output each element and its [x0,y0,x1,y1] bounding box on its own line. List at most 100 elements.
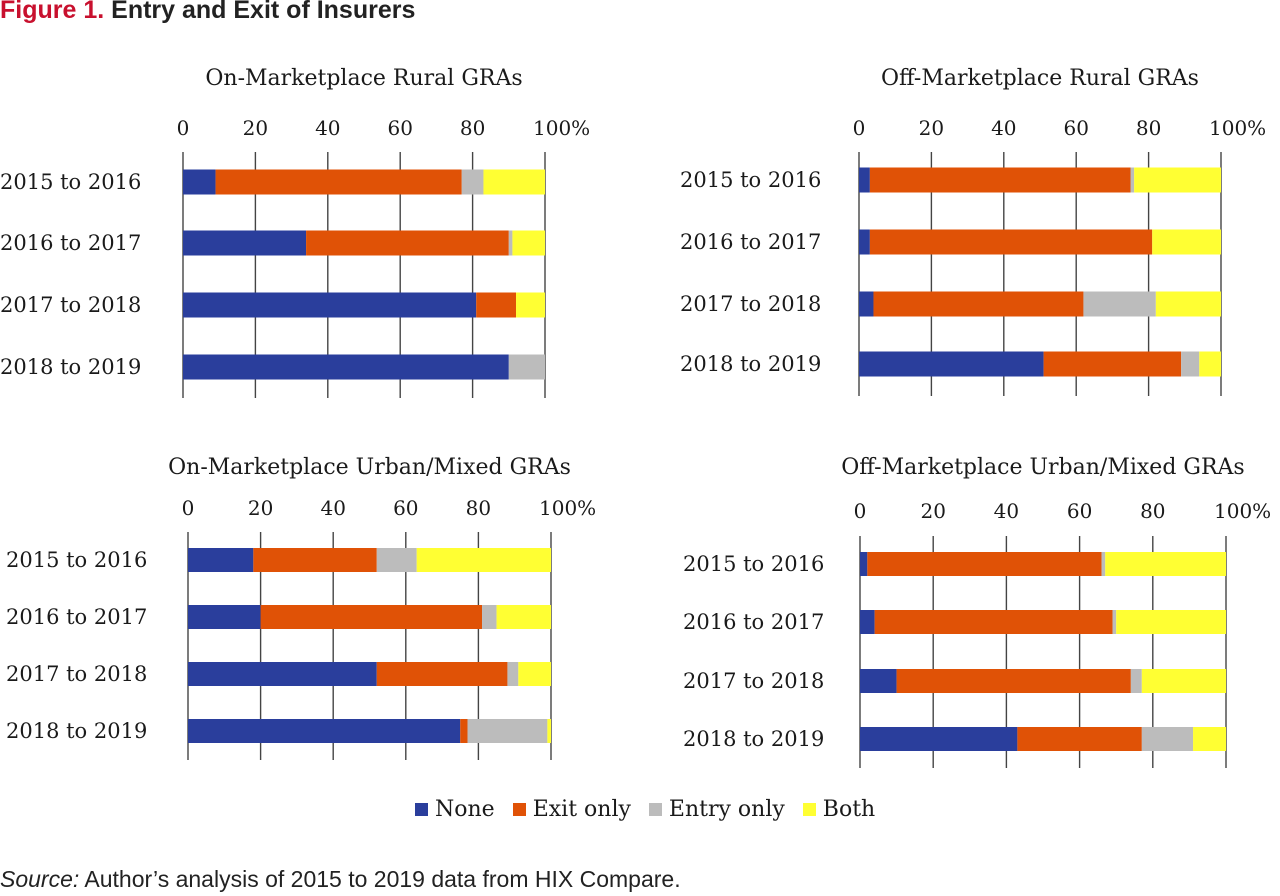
category-label: 2018 to 2019 [680,352,821,376]
bar-segment-entry-only [1112,610,1117,634]
x-tick-label: 20 [243,116,268,140]
bar-segment-exit-only [253,548,377,572]
bar-segment-entry-only [1141,727,1194,751]
chart-panel-3: On-Marketplace Urban/Mixed GRAs 0 20 40 60 80… [6,455,596,760]
x-tick-label: 40 [315,116,340,140]
bar-segment-both [496,605,551,629]
bar-segment-exit-only [867,552,1102,576]
bar-segment-entry-only [467,719,548,743]
bar-segment-exit-only [376,662,508,686]
legend-swatch [512,803,526,816]
category-label: 2015 to 2016 [0,170,141,194]
x-tick-label: 0 [177,116,190,140]
legend-label: Both [822,797,876,822]
bar-segment-entry-only [1130,669,1142,693]
bar-segment-entry-only [376,548,417,572]
chart-panel-2: Off-Marketplace Rural GRAs 0 20 40 60 80 100% 2… [680,66,1266,396]
bar-segment-entry-only [1181,351,1200,377]
figure-title-text: Entry and Exit of Insurers [111,0,416,24]
bar-segment-entry-only [508,354,545,380]
bar-segment-both [1134,167,1221,193]
bar-segment-none [860,669,897,693]
bar-segment-exit-only [306,230,509,256]
bar-segment-both [516,292,545,318]
x-tick-label: 80 [466,496,491,520]
figure-title: Figure 1. Entry and Exit of Insurers [0,0,415,25]
bar-segment-both [483,169,545,195]
x-tick-label: 60 [1067,499,1092,523]
bar-segment-exit-only [896,669,1131,693]
bar-segment-both [1141,669,1226,693]
bar-segment-both [416,548,551,572]
legend-swatch [802,803,816,816]
x-tick-label: 20 [919,116,944,140]
bar-segment-none [183,230,307,256]
category-label: 2015 to 2016 [680,168,821,192]
bar-segment-exit-only [869,229,1153,255]
category-label: 2016 to 2017 [6,605,147,629]
x-tick-label: 0 [853,116,866,140]
bar-segment-entry-only [507,662,519,686]
x-tick-label: 20 [920,499,945,523]
source-label: Source: [0,866,80,892]
x-tick-label: 40 [994,499,1019,523]
category-label: 2017 to 2018 [683,669,824,693]
panel-title: On-Marketplace Urban/Mixed GRAs [168,455,571,480]
bar-segment-exit-only [1017,727,1142,751]
bar-segment-none [183,169,216,195]
x-tick-label: 100% [1209,116,1266,140]
bar-segment-both [512,230,545,256]
bar-segment-entry-only [1101,552,1106,576]
x-tick-label: 60 [387,116,412,140]
bar-segment-both [1116,610,1226,634]
x-tick-label: 80 [1140,499,1165,523]
category-label: 2016 to 2017 [0,231,141,255]
bar-segment-exit-only [215,169,462,195]
category-label: 2015 to 2016 [6,548,147,572]
x-tick-label: 0 [854,499,867,523]
legend-item: Both [802,797,876,822]
bar-segment-both [547,719,551,743]
bar-segment-exit-only [874,610,1113,634]
category-label: 2018 to 2019 [6,719,147,743]
bar-segment-none [859,291,874,317]
category-label: 2017 to 2018 [680,292,821,316]
bar-segment-both [1155,291,1221,317]
source-text: Author’s analysis of 2015 to 2019 data f… [84,866,681,892]
bar-segment-both [1193,727,1226,751]
bar-segment-exit-only [1043,351,1182,377]
figure-label: Figure 1. [0,0,105,24]
category-label: 2017 to 2018 [6,662,147,686]
x-tick-label: 100% [533,116,590,140]
x-tick-label: 100% [1214,499,1271,523]
legend-label: Entry only [668,797,785,822]
bar-segment-none [183,292,477,318]
bar-segment-none [188,719,461,743]
bar-segment-exit-only [460,719,468,743]
bar-segment-none [860,552,868,576]
bar-segment-none [860,727,1018,751]
x-tick-label: 60 [1063,116,1088,140]
legend-item: Entry only [648,797,785,822]
bar-segment-both [1199,351,1221,377]
chart-panel-1: On-Marketplace Rural GRAs 0 20 40 60 80 100% 20… [0,66,590,398]
x-tick-label: 80 [1136,116,1161,140]
bar-segment-none [859,351,1044,377]
bar-segment-none [183,354,509,380]
category-label: 2018 to 2019 [683,727,824,751]
x-tick-label: 40 [991,116,1016,140]
bar-segment-both [1105,552,1226,576]
bar-segment-exit-only [260,605,483,629]
panel-title: On-Marketplace Rural GRAs [205,66,522,91]
bar-segment-exit-only [873,291,1084,317]
x-tick-label: 0 [182,496,195,520]
panel-title: Off-Marketplace Rural GRAs [881,66,1199,91]
legend-swatch [648,803,662,816]
bar-segment-entry-only [461,169,484,195]
source-note: Source: Author’s analysis of 2015 to 201… [0,866,681,893]
bar-segment-none [188,548,254,572]
x-tick-label: 60 [393,496,418,520]
category-label: 2018 to 2019 [0,355,141,379]
bar-segment-none [188,662,377,686]
